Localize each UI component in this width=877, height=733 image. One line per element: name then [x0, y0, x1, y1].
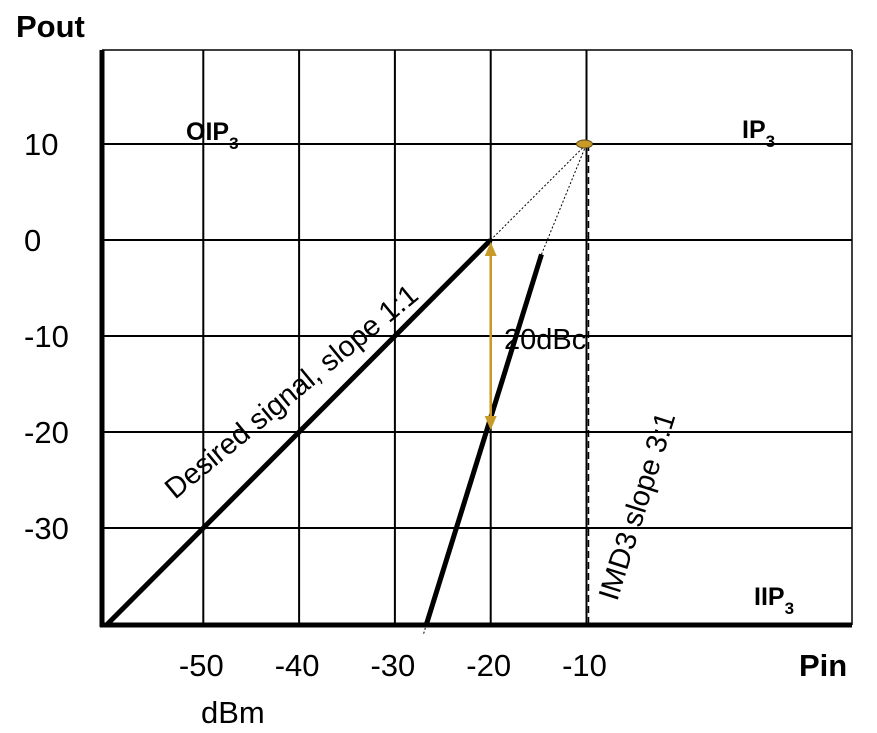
x-axis-title: Pin: [799, 648, 847, 683]
x-tick-label: -20: [466, 648, 511, 683]
dbc-label: 20dBc: [504, 324, 586, 356]
x-tick-label: -30: [370, 648, 415, 683]
ip3-label: IP3: [742, 116, 775, 151]
imd3-line: [424, 253, 544, 625]
oip3-label: OIP3: [186, 118, 239, 153]
dbc-arrow-head-bottom: [484, 416, 497, 430]
annotation-marks: [484, 139, 593, 430]
dbc-arrow-head-top: [484, 242, 497, 256]
y-tick-label: -30: [24, 511, 69, 546]
x-tick-label: -10: [562, 648, 607, 683]
y-tick-label: -10: [24, 319, 69, 354]
y-tick-label: 0: [24, 223, 41, 258]
y-tick-label: 10: [24, 127, 58, 162]
iip3-label: IIP3: [754, 583, 794, 618]
y-tick-labels: 10 0 -10 -20 -30: [24, 127, 69, 546]
x-tick-label: -50: [179, 648, 224, 683]
y-tick-label: -20: [24, 415, 69, 450]
x-axis-unit: dBm: [201, 695, 265, 730]
extrapolation-line: [541, 143, 587, 255]
extrapolation-line: [490, 143, 587, 241]
x-tick-labels: -50 -40 -30 -20 -10: [179, 648, 607, 683]
ip3-point: [576, 139, 593, 149]
series-label-imd3: IMD3 slope 3:1: [593, 408, 682, 604]
series-label-desired: Desired signal, slope 1:1: [159, 279, 424, 506]
y-axis-title: Pout: [16, 9, 85, 44]
plot-frame: [99, 49, 853, 628]
x-tick-label: -40: [275, 648, 320, 683]
series-lines: [105, 238, 544, 626]
desired-signal-line: [105, 238, 493, 626]
